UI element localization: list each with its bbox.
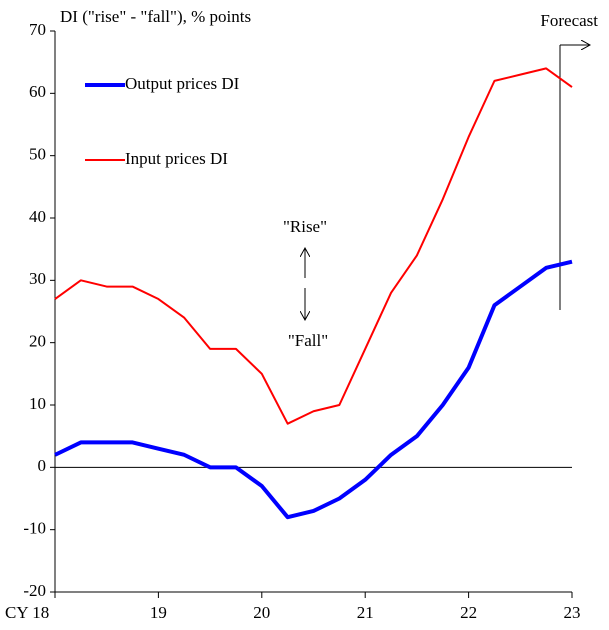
y-axis-label: DI ("rise" - "fall"), % points: [60, 7, 251, 26]
y-tick-label: 30: [29, 269, 46, 288]
legend-label: Input prices DI: [125, 149, 228, 168]
x-tick-label: 23: [564, 603, 581, 622]
rise-label: "Rise": [283, 217, 327, 236]
fall-label: "Fall": [288, 331, 328, 350]
y-tick-label: -20: [23, 581, 46, 600]
series-line: [54, 67, 573, 425]
y-tick-label: 20: [29, 332, 46, 351]
y-tick-label: 50: [29, 145, 46, 164]
y-tick-label: 0: [38, 456, 47, 475]
x-tick-label: 20: [253, 603, 270, 622]
y-tick-label: 60: [29, 82, 46, 101]
y-tick-label: 40: [29, 207, 46, 226]
x-tick-label: 19: [150, 603, 167, 622]
y-tick-label: 70: [29, 20, 46, 39]
x-tick-label: CY 18: [5, 603, 49, 622]
x-tick-label: 22: [460, 603, 477, 622]
legend-label: Output prices DI: [125, 74, 240, 93]
y-tick-label: 10: [29, 394, 46, 413]
x-tick-label: 21: [357, 603, 374, 622]
y-tick-label: -10: [23, 519, 46, 538]
forecast-label: Forecast: [540, 11, 598, 30]
series-line: [54, 259, 573, 520]
